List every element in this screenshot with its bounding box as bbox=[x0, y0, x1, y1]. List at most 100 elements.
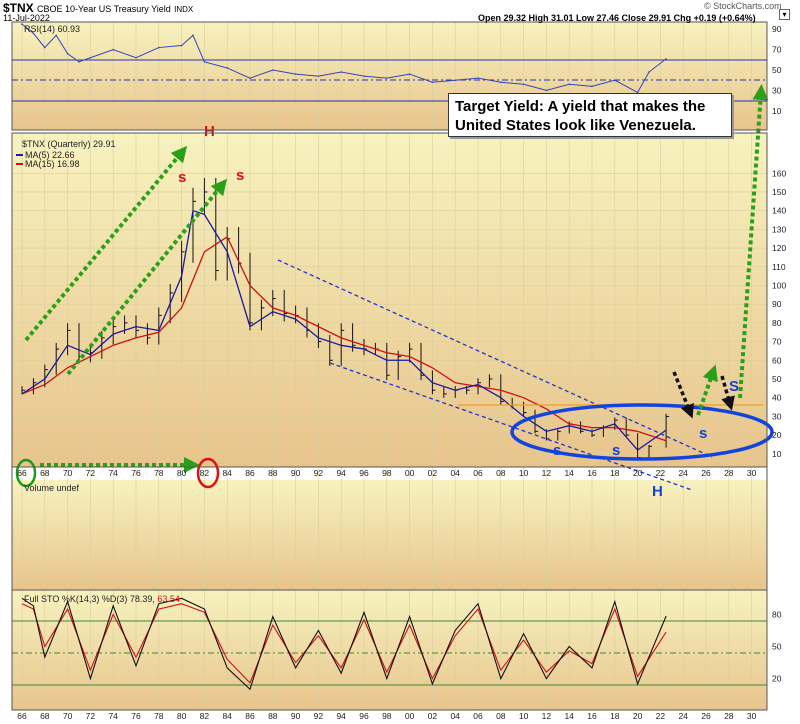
x-tick-label-price: 90 bbox=[291, 468, 301, 478]
x-tick-label-bottom: 28 bbox=[724, 711, 734, 721]
x-tick-label-price: 26 bbox=[701, 468, 711, 478]
x-tick-label-price: 00 bbox=[405, 468, 415, 478]
x-tick-label-bottom: 10 bbox=[519, 711, 529, 721]
price-tick-label: 10 bbox=[772, 449, 782, 459]
x-tick-label-bottom: 12 bbox=[542, 711, 552, 721]
ohlc-readout: Open 29.32 High 31.01 Low 27.46 Close 29… bbox=[478, 13, 756, 23]
ma5-line bbox=[21, 209, 667, 451]
price-tick-label: 40 bbox=[772, 393, 782, 403]
x-tick-label-bottom: 94 bbox=[336, 711, 346, 721]
x-tick-label-bottom: 80 bbox=[177, 711, 187, 721]
price-bars bbox=[21, 177, 670, 459]
x-tick-label-price: 18 bbox=[610, 468, 620, 478]
rsi-point bbox=[636, 91, 639, 94]
rsi-point bbox=[158, 46, 160, 49]
rsi-point bbox=[386, 77, 388, 79]
x-tick-label-bottom: 18 bbox=[610, 711, 620, 721]
price-tick-label: 80 bbox=[772, 318, 782, 328]
left-shoulder-1982: s bbox=[178, 169, 186, 186]
rsi-point bbox=[545, 89, 548, 92]
rsi-point bbox=[340, 71, 343, 73]
x-tick-label-price: 68 bbox=[40, 468, 50, 478]
green-arrow-big bbox=[738, 84, 769, 399]
rsi-line bbox=[21, 23, 667, 94]
rsi-point bbox=[477, 77, 479, 79]
price-tick-label: 110 bbox=[772, 262, 786, 272]
right-shoulder-2022: s bbox=[699, 425, 707, 442]
x-tick-label-bottom: 70 bbox=[63, 711, 73, 721]
sto-k-line bbox=[21, 597, 667, 691]
x-tick-label-price: 76 bbox=[131, 468, 141, 478]
rsi-point bbox=[648, 71, 650, 73]
stochastic-series bbox=[21, 597, 667, 691]
price-tick-label: 140 bbox=[772, 206, 786, 216]
callout-line-1: Target Yield: A yield that makes the bbox=[455, 98, 706, 115]
chart-date: 11-Jul-2022 bbox=[3, 13, 50, 23]
x-tick-label-bottom: 82 bbox=[200, 711, 210, 721]
rsi-point bbox=[665, 58, 667, 60]
circle-year-82 bbox=[196, 457, 220, 489]
x-tick-label-price: 80 bbox=[177, 468, 187, 478]
x-tick-label-price: 16 bbox=[587, 468, 597, 478]
rsi-tick-label: 50 bbox=[772, 65, 782, 75]
rsi-point bbox=[32, 32, 35, 35]
x-tick-label-price: 10 bbox=[519, 468, 529, 478]
title-tag: INDX bbox=[174, 5, 194, 14]
x-tick-label-price: 82 bbox=[200, 468, 210, 478]
x-tick-label-price: 12 bbox=[542, 468, 552, 478]
x-tick-label-price: 02 bbox=[428, 468, 438, 478]
x-tick-label-bottom: 26 bbox=[701, 711, 711, 721]
x-tick-label-bottom: 90 bbox=[291, 711, 301, 721]
price-tick-label: 30 bbox=[772, 411, 782, 421]
channel-lower-line bbox=[329, 362, 693, 491]
green-arrow-2 bbox=[66, 178, 228, 376]
x-tick-label-bottom: 98 bbox=[382, 711, 392, 721]
rsi-point bbox=[192, 34, 194, 37]
price-tick-label: 150 bbox=[772, 187, 786, 197]
target-yield-callout: Target Yield: A yield that makes the Uni… bbox=[448, 93, 732, 137]
head-1982-label: H bbox=[204, 123, 215, 140]
black-arrow-1 bbox=[672, 371, 694, 419]
price-tick-label: 50 bbox=[772, 374, 782, 384]
rsi-point bbox=[203, 61, 206, 63]
price-tick-label: 20 bbox=[772, 430, 782, 440]
x-tick-label-bottom: 04 bbox=[450, 711, 460, 721]
axis-labels: 66 66 68 68 70 70 72 72 74 74 76 76 78 78 80 80 82 82 84 84… bbox=[17, 24, 786, 721]
rsi-point bbox=[55, 34, 57, 37]
price-tick-label: 60 bbox=[772, 355, 782, 365]
rsi-point bbox=[317, 75, 320, 77]
sto-tick-label: 50 bbox=[772, 642, 782, 652]
sto-label-value: 63.54 bbox=[157, 594, 180, 604]
x-tick-label-price: 22 bbox=[656, 468, 666, 478]
rsi-point bbox=[21, 23, 23, 25]
rsi-point bbox=[226, 67, 228, 69]
x-tick-label-bottom: 00 bbox=[405, 711, 415, 721]
title-name: CBOE 10-Year US Treasury Yield bbox=[37, 4, 171, 14]
sto-label: Full STO %K(14,3) %D(3) 78.39, 63.54 bbox=[24, 594, 180, 604]
x-tick-label-price: 98 bbox=[382, 468, 392, 478]
rsi-point bbox=[431, 81, 434, 84]
base-ellipse bbox=[510, 403, 774, 461]
x-tick-label-price: 08 bbox=[496, 468, 506, 478]
sto-label-prefix: Full STO %K(14,3) %D(3) 78.39, bbox=[24, 594, 157, 604]
x-tick-label-bottom: 92 bbox=[314, 711, 324, 721]
menu-icon[interactable]: ▾ bbox=[779, 9, 790, 20]
x-tick-label-price: 72 bbox=[86, 468, 96, 478]
left-shoulder-2012: s bbox=[553, 442, 561, 459]
sto-tick-label: 20 bbox=[772, 674, 782, 684]
rsi-tick-label: 10 bbox=[772, 106, 782, 116]
x-tick-label-bottom: 66 bbox=[17, 711, 27, 721]
price-legend-ma15: MA(15) 16.98 bbox=[25, 159, 80, 169]
black-arrow-2 bbox=[720, 375, 735, 411]
rsi-label: RSI(14) 60.93 bbox=[24, 24, 80, 34]
x-tick-label-bottom: 96 bbox=[359, 711, 369, 721]
rsi-point bbox=[44, 46, 46, 49]
rsi-point bbox=[591, 85, 593, 88]
x-tick-label-price: 96 bbox=[359, 468, 369, 478]
future-shoulder-2027: S bbox=[729, 378, 739, 395]
rsi-tick-label: 30 bbox=[772, 85, 782, 95]
x-tick-label-bottom: 74 bbox=[108, 711, 118, 721]
price-legend-ma5: MA(5) 22.66 bbox=[25, 150, 75, 160]
rsi-point bbox=[614, 79, 616, 81]
